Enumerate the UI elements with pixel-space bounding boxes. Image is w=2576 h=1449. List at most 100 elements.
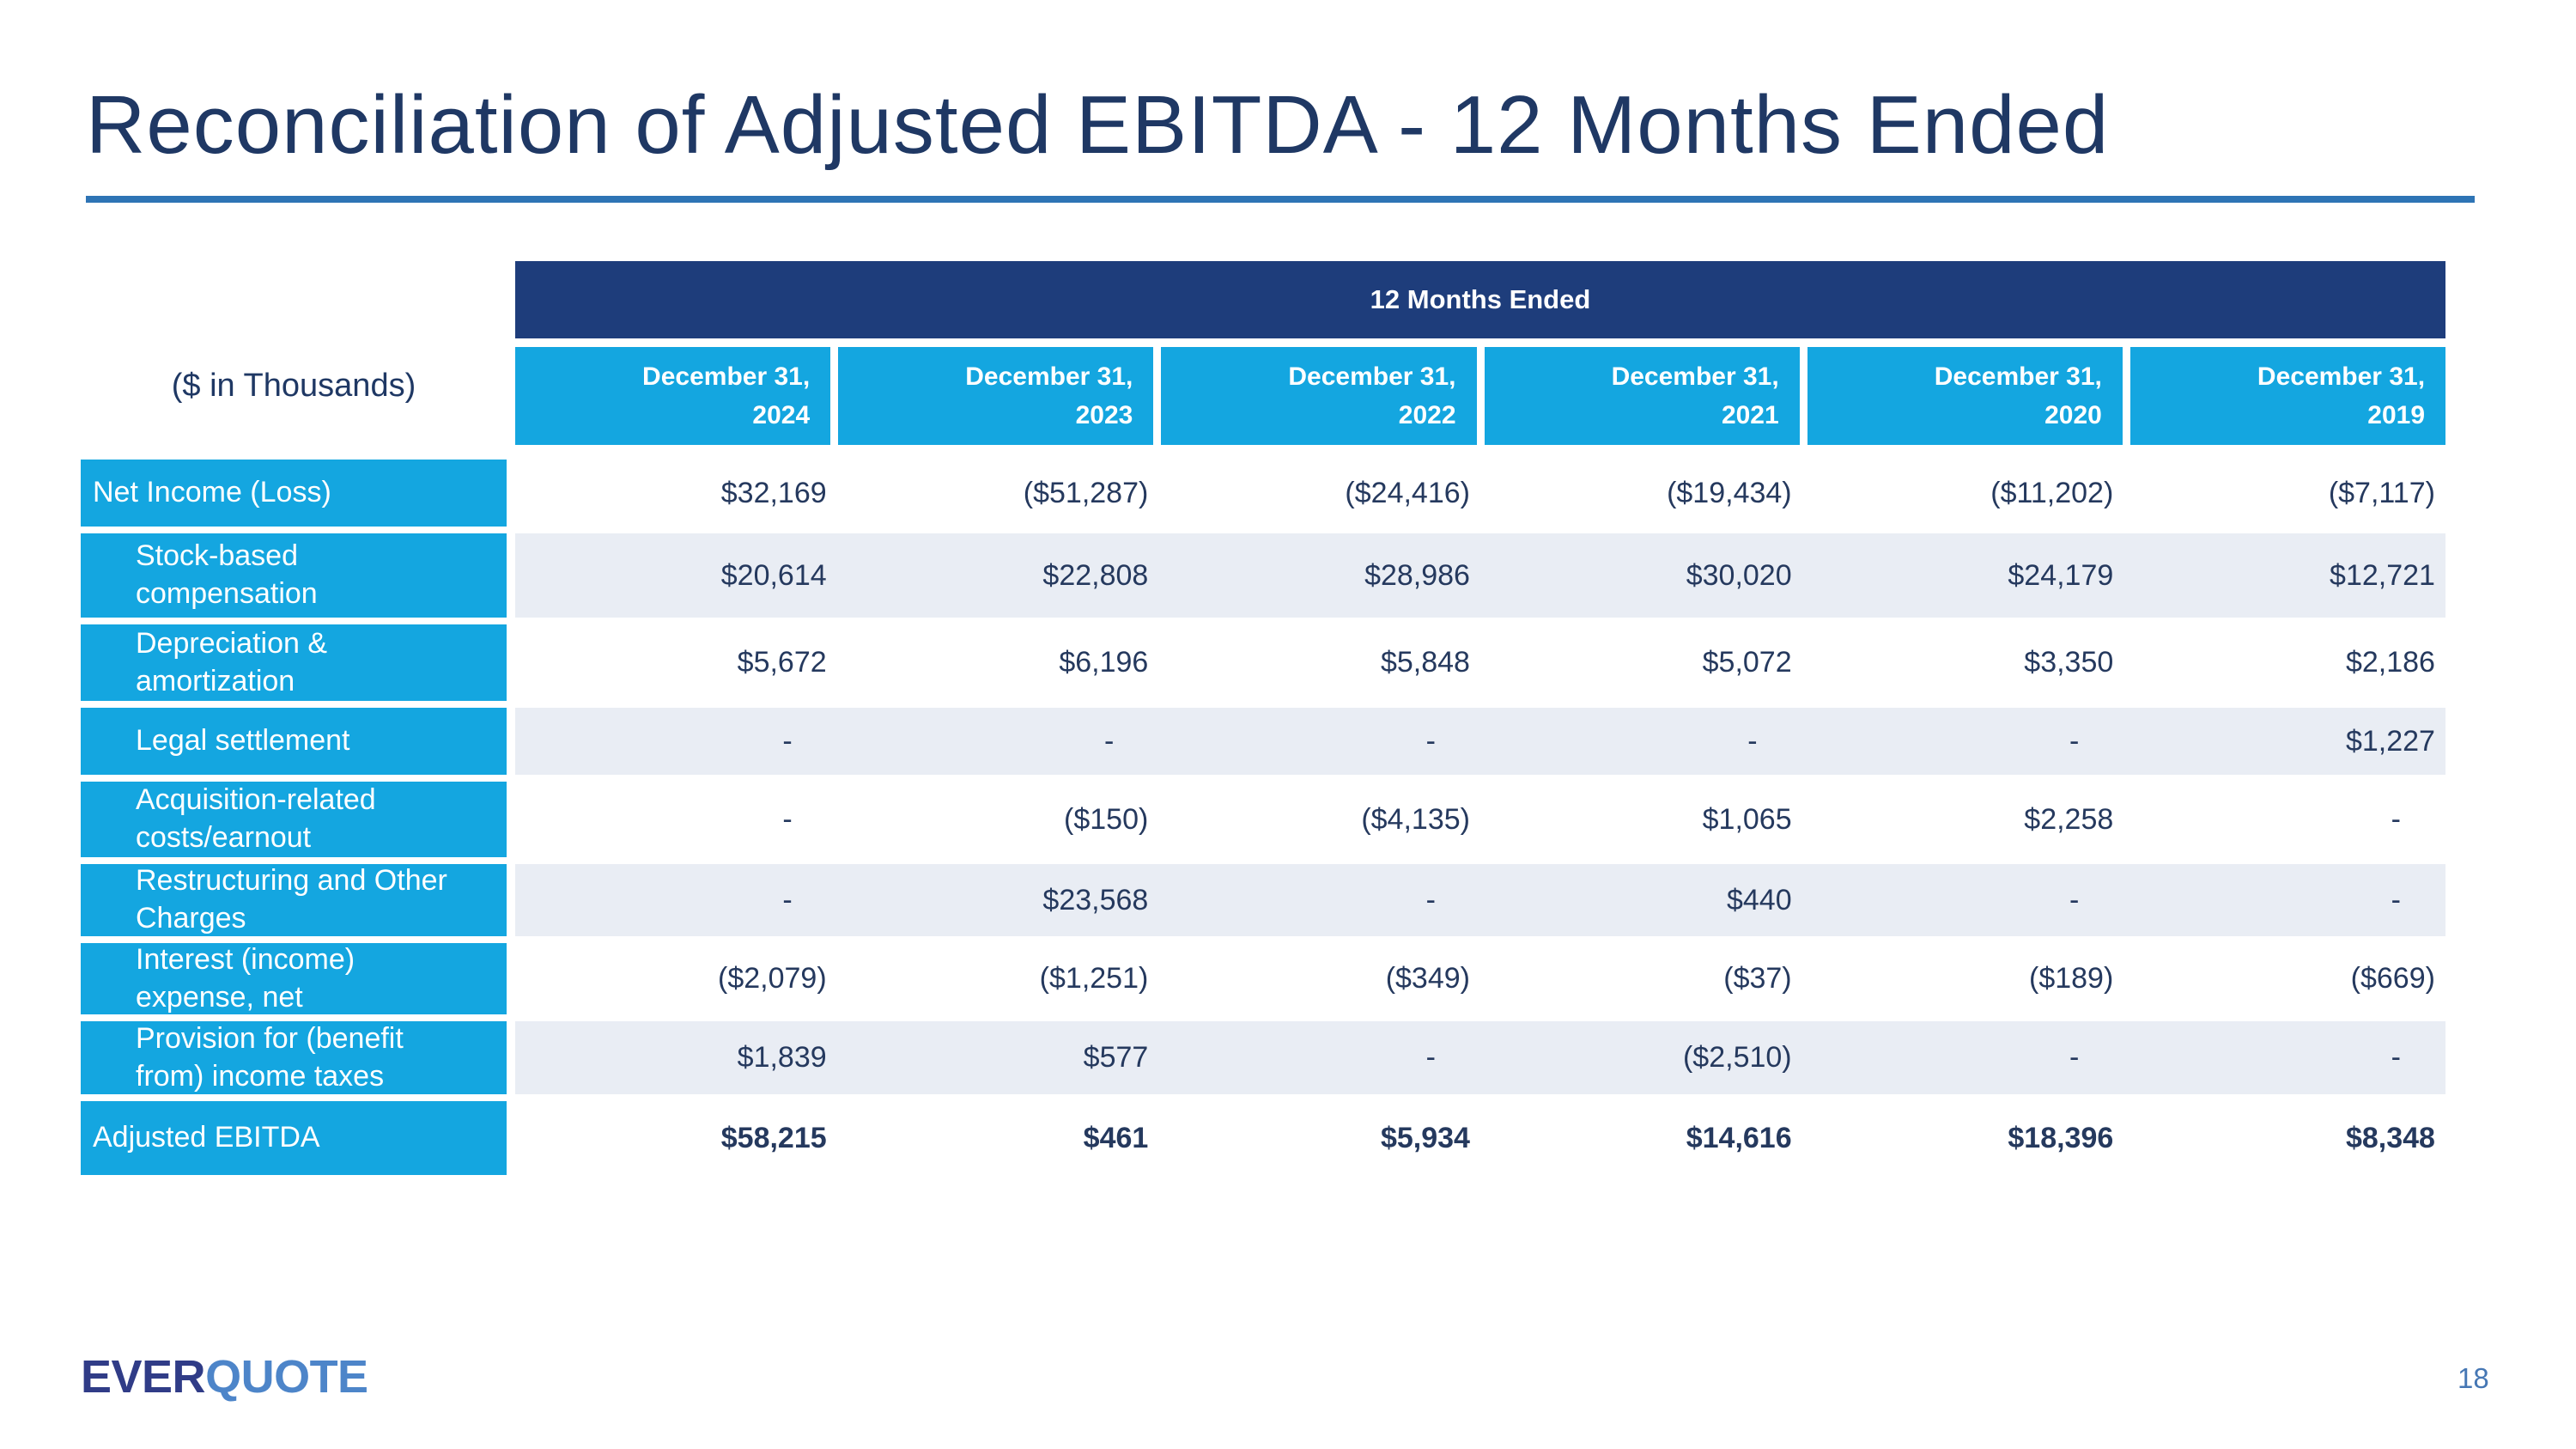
cell-value: - [1103,724,1115,758]
table-row: Net Income (Loss) $32,169 ($51,287) ($24,4… [81,460,2445,527]
cell-value: - [2069,883,2080,916]
row-values: $58,215 $461 $5,934 $14,616 $18,396 $8,348 [515,1101,2445,1175]
cell-value: $18,396 [2008,1121,2114,1154]
row-label: Restructuring and Other Charges [81,864,507,936]
cell-value: $8,348 [2345,1121,2435,1154]
table-row: Restructuring and Other Charges - $23,568… [81,864,2445,936]
cell-value: ($4,135) [1361,802,1470,836]
column-header: December 31, 2023 [838,347,1154,445]
cell-value: - [1425,1041,1436,1074]
table-row: Stock-based compensation $20,614 $22,808 $… [81,533,2445,618]
column-header-line1: December 31, [1934,362,2102,391]
cell-value: ($24,416) [1345,476,1470,509]
row-values: $5,672 $6,196 $5,848 $5,072 $3,350 $2,186 [515,624,2445,701]
page-number: 18 [2458,1362,2489,1394]
cell-value: ($1,251) [1039,962,1149,995]
cell-value: - [782,802,793,836]
cell-value: $28,986 [1364,558,1470,592]
cell-value: $24,179 [2008,558,2114,592]
row-values: $1,839 $577 - ($2,510) - - [515,1021,2445,1094]
row-label: Net Income (Loss) [81,460,507,527]
cell-value: $14,616 [1686,1121,1792,1154]
table-group-header: 12 Months Ended [515,261,2445,338]
cell-value: $3,350 [2024,646,2114,679]
column-header-line1: December 31, [642,362,811,391]
row-label: Adjusted EBITDA [81,1101,507,1175]
units-label: ($ in Thousands) [171,368,416,404]
column-header-line1: December 31, [2257,362,2426,391]
cell-value: $5,672 [737,646,827,679]
cell-value: ($349) [1385,962,1470,995]
cell-value: $5,072 [1702,646,1792,679]
column-header: December 31, 2021 [1484,347,1800,445]
cell-value: ($37) [1723,962,1792,995]
column-header-line2: 2023 [1075,401,1133,429]
cell-value: ($11,202) [1990,476,2114,509]
cell-value: ($189) [2029,962,2114,995]
page-title: Reconciliation of Adjusted EBITDA - 12 M… [86,79,2110,171]
cell-value: $440 [1726,883,1792,916]
table-column-headers: December 31, 2024 December 31, 2023 Dece… [515,347,2446,445]
cell-value: ($7,117) [2328,476,2435,509]
table-row: Interest (income) expense, net ($2,079)(… [81,943,2445,1014]
everquote-logo: EVERQUOTE [81,1354,368,1400]
row-label: Interest (income) expense, net [81,943,507,1014]
table-body: Net Income (Loss) $32,169 ($51,287) ($24,4… [81,460,2445,1182]
cell-value: - [1425,883,1436,916]
cell-value: ($2,510) [1682,1041,1792,1074]
row-values: - $23,568 - $440 - - [515,864,2445,936]
cell-value: - [2069,1041,2080,1074]
cell-value: ($2,079) [718,962,827,995]
cell-value: $12,721 [2330,558,2435,592]
cell-value: $20,614 [720,558,827,592]
column-header-line2: 2019 [2367,401,2426,429]
cell-value: - [2069,724,2080,758]
cell-value: - [782,883,793,916]
cell-value: - [1425,724,1436,758]
cell-value: $1,065 [1702,802,1792,836]
row-label: Acquisition-related costs/earnout [81,782,507,857]
cell-value: $461 [1083,1121,1149,1154]
cell-value: $577 [1083,1041,1149,1074]
row-values: $20,614 $22,808 $28,986 $30,020 $24,179 $12,7… [515,533,2445,618]
cell-value: - [2391,1041,2401,1074]
column-header: December 31, 2019 [2129,347,2446,445]
cell-value: ($669) [2350,962,2435,995]
column-header: December 31, 2020 [1807,347,2123,445]
cell-value: ($51,287) [1023,476,1149,509]
table-row: Legal settlement - - - - - $1,227 [81,708,2445,775]
column-header: December 31, 2024 [515,347,831,445]
column-header-line2: 2020 [2044,401,2102,429]
row-label: Stock-based compensation [81,533,507,618]
cell-value: $32,169 [720,476,827,509]
logo-ever-text: EVER [81,1351,206,1403]
table-row: Provision for (benefit from) income taxe… [81,1021,2445,1094]
row-values: - - - - - $1,227 [515,708,2445,775]
cell-value: ($150) [1064,802,1149,836]
column-header-line2: 2024 [752,401,811,429]
cell-value: $1,227 [2345,724,2435,758]
cell-value: $2,258 [2024,802,2114,836]
table-row: Acquisition-related costs/earnout - ($150… [81,782,2445,857]
row-label: Legal settlement [81,708,507,775]
table-row: Adjusted EBITDA $58,215 $461 $5,934 $14,616… [81,1101,2445,1175]
table-row: Depreciation & amortization $5,672 $6,196… [81,624,2445,701]
cell-value: - [782,724,793,758]
column-header-line1: December 31, [965,362,1133,391]
row-label: Provision for (benefit from) income taxe… [81,1021,507,1094]
cell-value: $2,186 [2345,646,2435,679]
cell-value: ($19,434) [1667,476,1792,509]
row-values: ($2,079) ($1,251) ($349) ($37) ($189) ($669) [515,943,2445,1014]
row-values: - ($150) ($4,135) $1,065 $2,258 - [515,782,2445,857]
row-label: Depreciation & amortization [81,624,507,701]
cell-value: $22,808 [1042,558,1149,592]
column-header-line2: 2021 [1721,401,1779,429]
cell-value: - [2391,883,2401,916]
cell-value: $30,020 [1686,558,1792,592]
column-header-line1: December 31, [1288,362,1456,391]
title-underline [86,196,2475,203]
cell-value: $1,839 [737,1041,827,1074]
cell-value: $5,934 [1380,1121,1470,1154]
row-values: $32,169 ($51,287) ($24,416) ($19,434) ($11,2… [515,460,2445,527]
cell-value: $58,215 [720,1121,827,1154]
